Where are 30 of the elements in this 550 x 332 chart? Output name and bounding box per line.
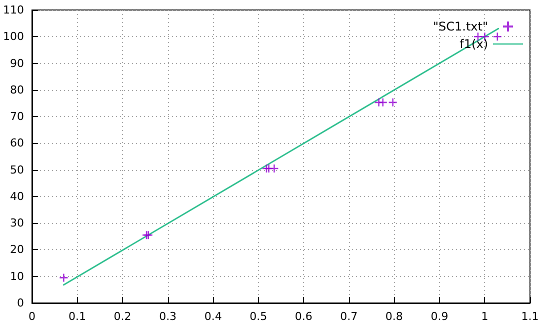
point (492, 32, 502, 42)
point (378, 98, 388, 108)
x-tick-label: 0.6 (294, 310, 312, 323)
y-tick-label: 110 (2, 4, 24, 16)
y-tick-label: 40 (10, 190, 24, 203)
x-tick-label: 0.2 (114, 310, 132, 323)
point (270, 164, 279, 174)
y-tick-label: 70 (10, 110, 24, 124)
y-tick-label: 10 (10, 270, 24, 283)
y-tick-label: 0 (16, 296, 24, 310)
x-tick-label: 0.5 (250, 310, 268, 323)
y-tick-label: 100 (2, 30, 24, 44)
y-tick-label: 90 (10, 56, 24, 70)
x-tick-label: 0.8 (385, 310, 403, 323)
x-tick-label: 0 (28, 310, 36, 323)
point (59, 273, 68, 282)
legend-label: "SC1.txt" (433, 20, 488, 34)
y-tick-label: 30 (10, 216, 24, 230)
x-tick-label: 1 (481, 310, 488, 323)
x-tick-label: 0.9 (430, 310, 448, 323)
y-tick-label: 60 (10, 136, 24, 150)
x-tick-label: 0.4 (204, 310, 222, 323)
point (388, 98, 398, 108)
x-tick-label: 0.3 (159, 310, 177, 323)
y-tick-label: 20 (10, 243, 24, 256)
x-tick-label: 0.1 (68, 310, 86, 323)
x-tick-label: 1.1 (521, 310, 539, 323)
y-tick-label: 50 (10, 163, 24, 176)
x-tick-label: 0.7 (340, 310, 358, 323)
y-tick-label: 80 (10, 83, 24, 96)
